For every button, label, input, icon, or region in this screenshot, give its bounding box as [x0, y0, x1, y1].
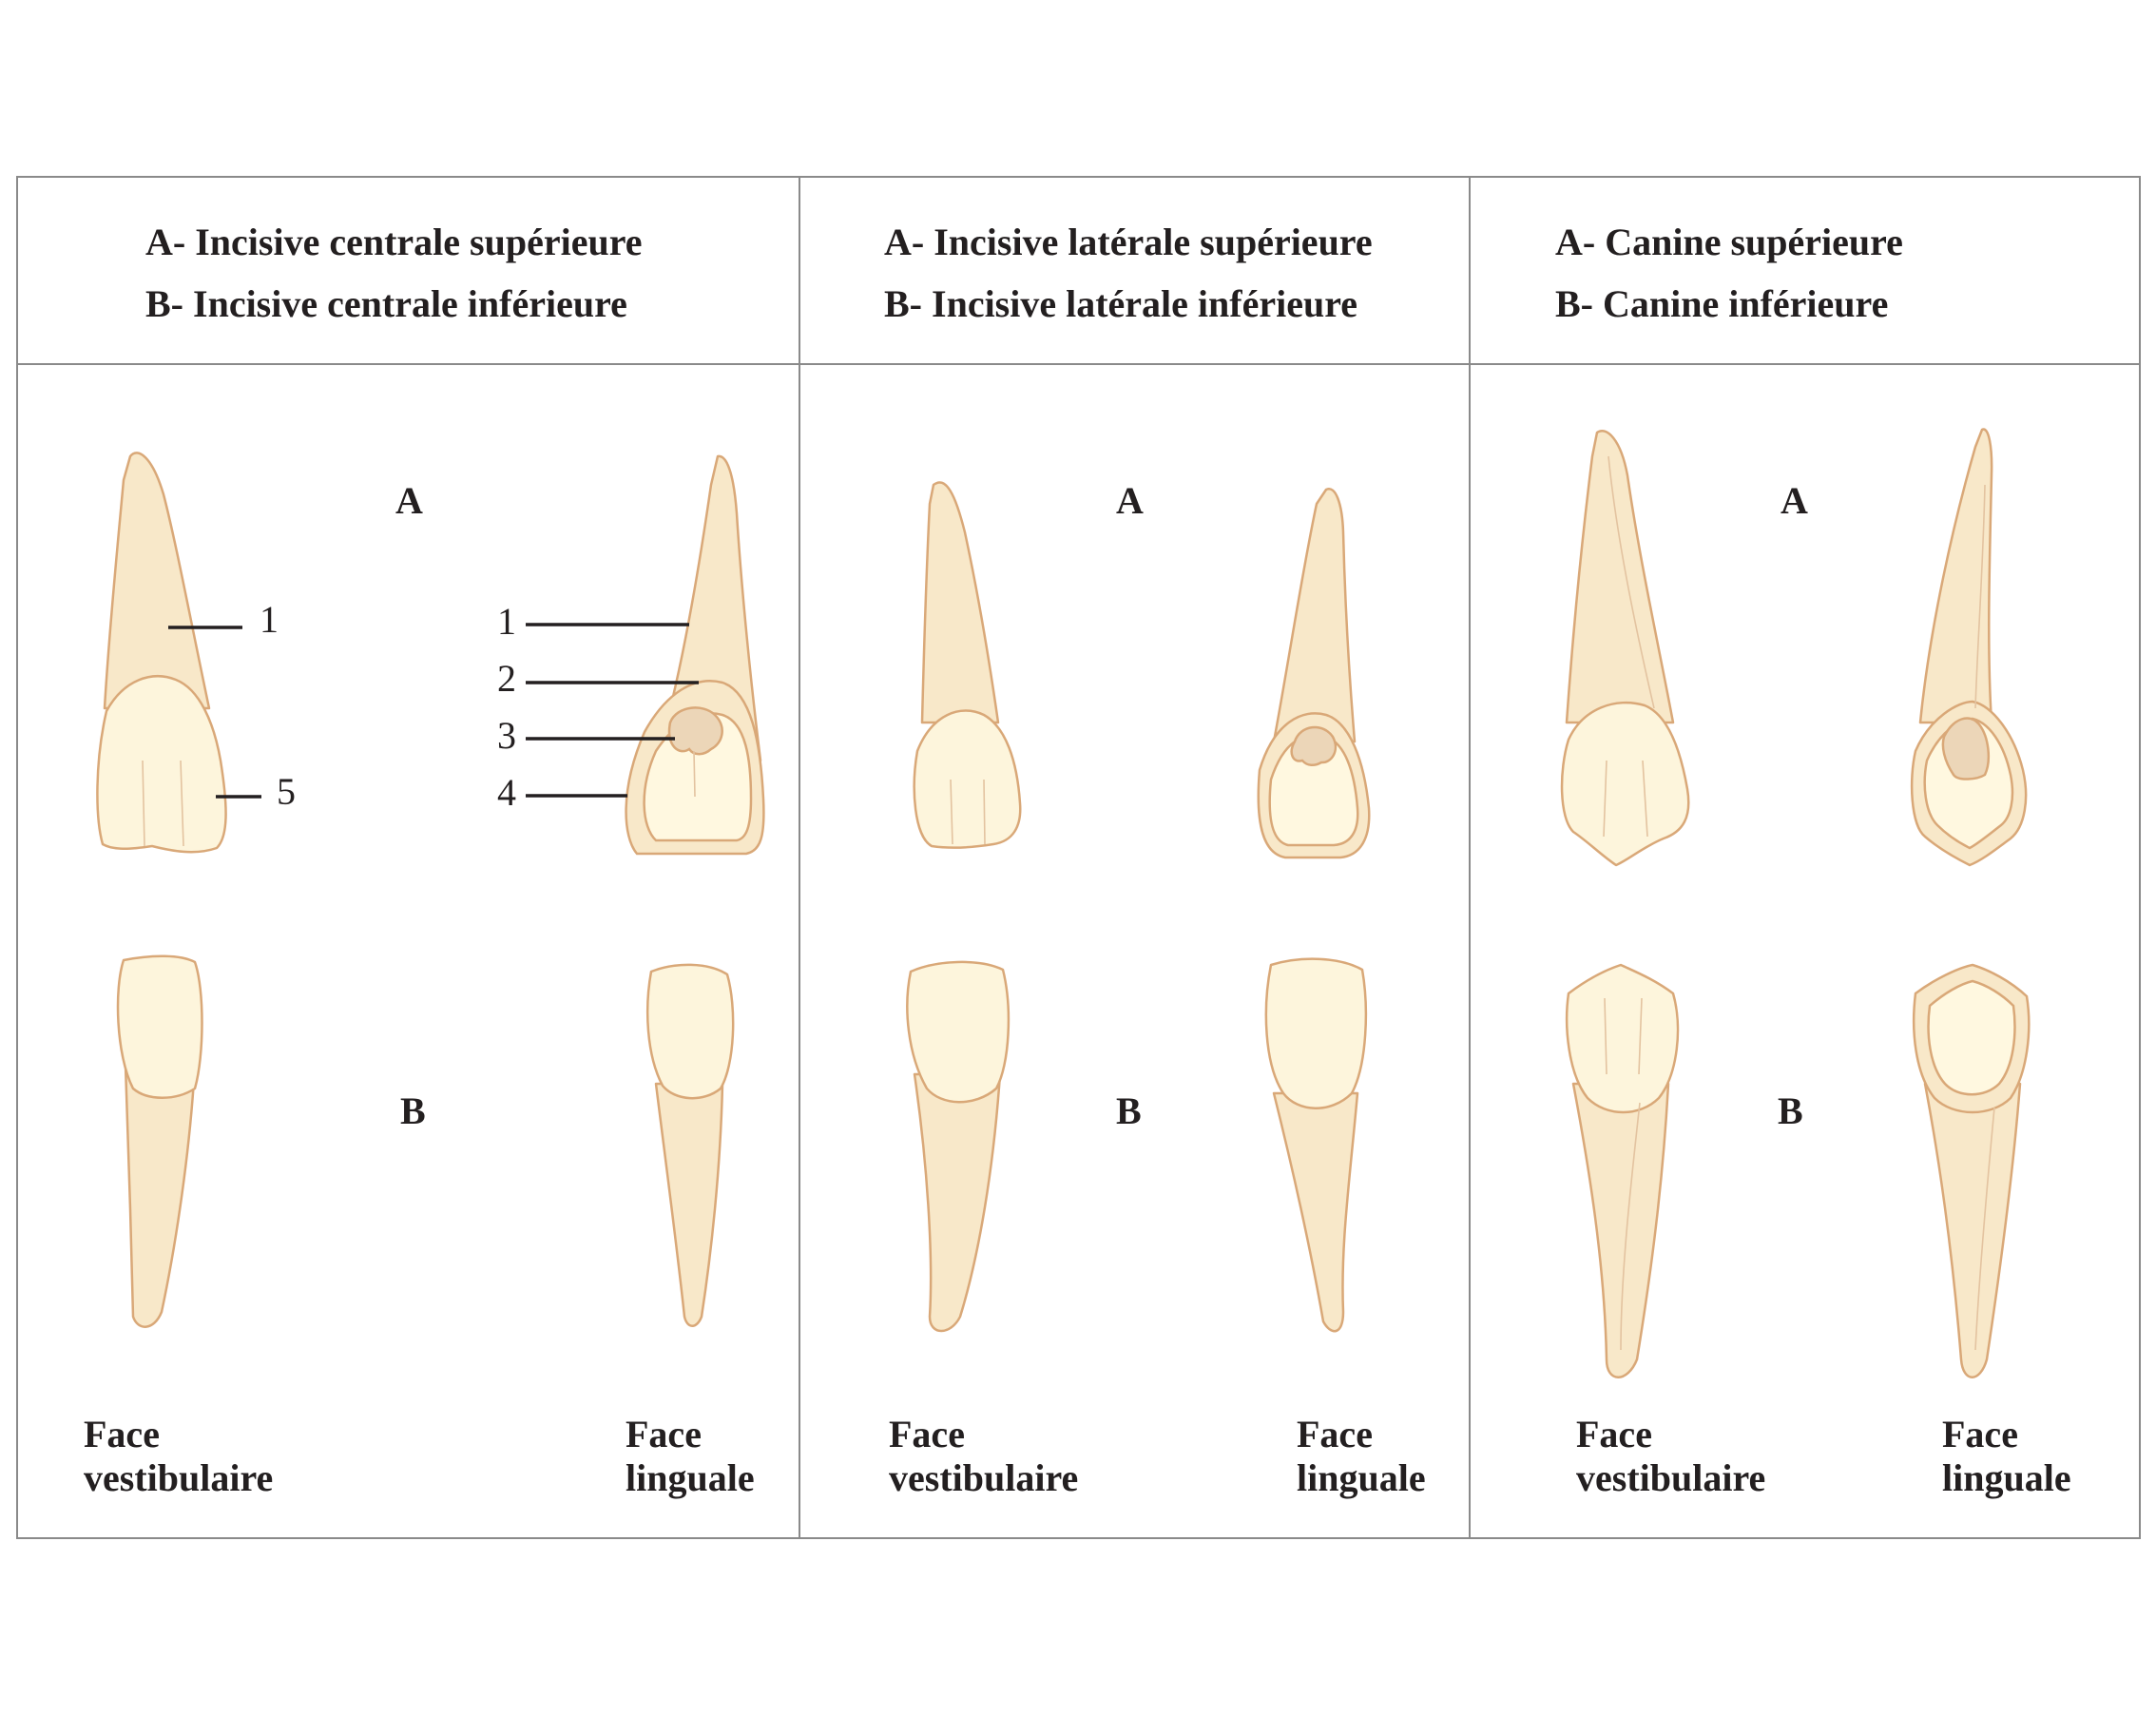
callout-number-3: 3 — [497, 714, 516, 757]
face-caption-line-2: vestibulaire — [1576, 1456, 1765, 1499]
face-caption-lingual: Face linguale — [1942, 1413, 2071, 1499]
row-label-a: A — [395, 479, 423, 522]
tooth-lower-central-incisor-vestibular — [116, 954, 203, 1328]
tooth-lower-canine-vestibular — [1565, 963, 1680, 1378]
tooth-upper-lateral-incisor-lingual — [1257, 488, 1371, 859]
tooth-upper-canine-lingual — [1910, 428, 2028, 867]
face-caption-lingual: Face linguale — [626, 1413, 755, 1499]
header-central-upper: A- Incisive centrale supérieure — [145, 221, 642, 263]
face-caption-vestibular: Face vestibulaire — [889, 1413, 1078, 1499]
header-canine-upper: A- Canine supérieure — [1555, 221, 1903, 263]
face-caption-line-1: Face — [1942, 1413, 2018, 1455]
callout-group-vestibular: 1 5 — [168, 598, 296, 813]
face-caption-line-1: Face — [1297, 1413, 1373, 1455]
face-caption-vestibular: Face vestibulaire — [84, 1413, 273, 1499]
row-label-a: A — [1781, 479, 1808, 522]
panel-header-lateral: A- Incisive latérale supérieure B- Incis… — [884, 221, 1373, 325]
callout-number-5: 5 — [277, 770, 296, 813]
face-caption-line-1: Face — [889, 1413, 965, 1455]
callout-number-1: 1 — [497, 600, 516, 643]
row-label-b: B — [1778, 1089, 1803, 1132]
face-caption-line-2: vestibulaire — [84, 1456, 273, 1499]
header-central-lower: B- Incisive centrale inférieure — [145, 282, 627, 325]
face-caption-line-1: Face — [84, 1413, 160, 1455]
tooth-lower-canine-lingual — [1912, 963, 2031, 1378]
tooth-upper-central-incisor-vestibular — [96, 452, 227, 854]
face-caption-line-2: linguale — [626, 1456, 755, 1499]
tooth-lower-lateral-incisor-vestibular — [906, 960, 1011, 1333]
face-caption-line-1: Face — [1576, 1413, 1652, 1455]
face-caption-lingual: Face linguale — [1297, 1413, 1426, 1499]
tooth-lower-lateral-incisor-lingual — [1264, 957, 1368, 1333]
callout-number-2: 2 — [497, 657, 516, 700]
header-lateral-lower: B- Incisive latérale inférieure — [884, 282, 1357, 325]
table-frame — [16, 176, 2141, 1539]
callout-number-4: 4 — [497, 771, 516, 814]
face-caption-vestibular: Face vestibulaire — [1576, 1413, 1765, 1499]
header-canine-lower: B- Canine inférieure — [1555, 282, 1888, 325]
tooth-upper-lateral-incisor-vestibular — [913, 481, 1022, 849]
face-caption-line-2: vestibulaire — [889, 1456, 1078, 1499]
row-label-b: B — [400, 1089, 426, 1132]
panel-header-central: A- Incisive centrale supérieure B- Incis… — [145, 221, 642, 325]
panel-header-canine: A- Canine supérieure B- Canine inférieur… — [1555, 221, 1903, 325]
header-lateral-upper: A- Incisive latérale supérieure — [884, 221, 1373, 263]
tooth-lower-central-incisor-lingual — [645, 963, 735, 1327]
face-caption-line-2: linguale — [1942, 1456, 2071, 1499]
row-label-a: A — [1116, 479, 1144, 522]
face-caption-line-1: Face — [626, 1413, 702, 1455]
tooth-upper-canine-vestibular — [1560, 430, 1690, 867]
row-label-b: B — [1116, 1089, 1142, 1132]
face-caption-line-2: linguale — [1297, 1456, 1426, 1499]
callout-number-1: 1 — [260, 598, 279, 641]
callout-group-lingual: 1 2 3 4 — [497, 600, 699, 814]
tooth-upper-central-incisor-lingual — [625, 454, 765, 856]
